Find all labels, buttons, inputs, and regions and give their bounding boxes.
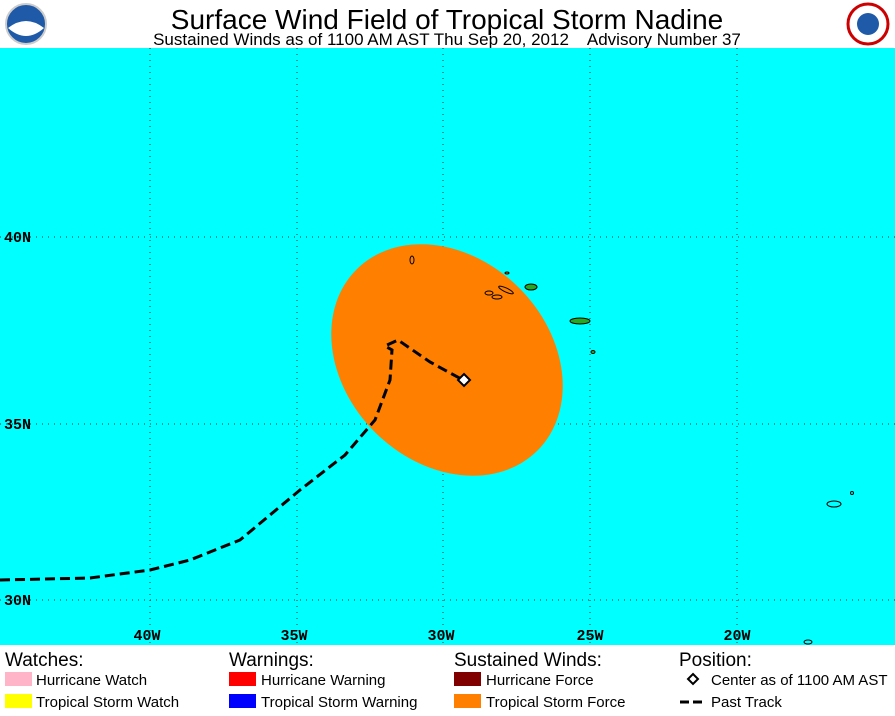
lon-label: 30W — [427, 628, 454, 645]
tropical-storm-wind-field — [331, 244, 563, 476]
legend-item: Hurricane Warning — [261, 672, 386, 689]
swatch — [5, 672, 32, 686]
storm-center — [456, 372, 472, 388]
legend-heading: Position: — [679, 650, 752, 671]
madeira-islands — [803, 491, 854, 645]
lat-label: 40N — [4, 230, 31, 247]
swatch — [454, 672, 481, 686]
swatch — [229, 694, 256, 708]
legend-heading: Warnings: — [229, 650, 314, 671]
swatch — [229, 672, 256, 686]
lat-label: 30N — [4, 593, 31, 610]
legend-item: Center as of 1100 AM AST — [711, 672, 887, 689]
noaa-logo — [5, 3, 47, 45]
past-track — [0, 338, 464, 582]
center-symbol — [686, 672, 700, 686]
legend-item: Tropical Storm Force — [486, 694, 625, 711]
legend-item: Hurricane Watch — [36, 672, 147, 689]
legend-heading: Watches: — [5, 650, 84, 671]
swatch — [454, 694, 481, 708]
lon-label: 40W — [133, 628, 160, 645]
lon-label: 35W — [280, 628, 307, 645]
lon-label: 20W — [723, 628, 750, 645]
legend-item: Tropical Storm Warning — [261, 694, 417, 711]
lat-label: 35N — [4, 417, 31, 434]
swatch — [5, 694, 32, 708]
legend-item: Past Track — [711, 694, 782, 711]
legend-item: Hurricane Force — [486, 672, 594, 689]
legend: Watches: Hurricane Watch Tropical Storm … — [5, 650, 887, 711]
subtitle: Sustained Winds as of 1100 AM AST Thu Se… — [153, 30, 741, 49]
nws-logo — [846, 2, 890, 46]
legend-item: Tropical Storm Watch — [36, 694, 179, 711]
western-islands — [409, 255, 514, 300]
azores-islands — [524, 283, 596, 354]
lon-label: 25W — [576, 628, 603, 645]
legend-heading: Sustained Winds: — [454, 650, 602, 671]
title: Surface Wind Field of Tropical Storm Nad… — [171, 4, 723, 35]
